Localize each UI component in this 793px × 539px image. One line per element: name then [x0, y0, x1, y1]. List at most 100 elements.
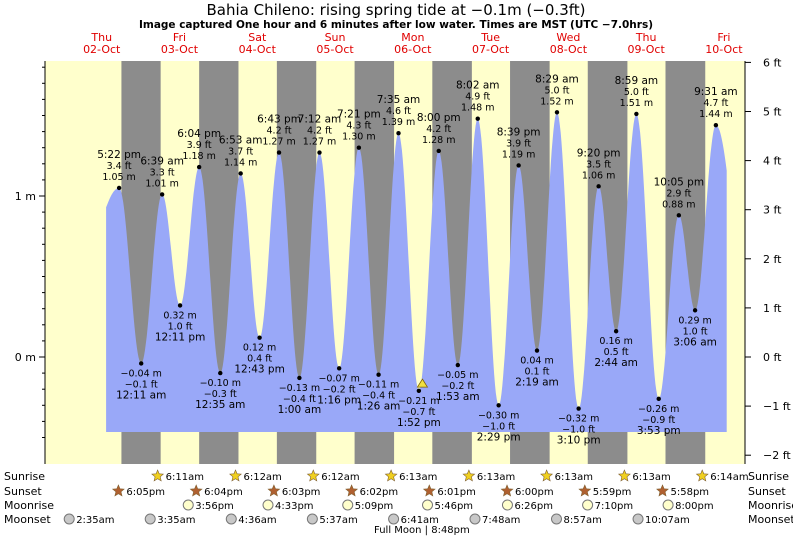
right-tick-label: 2 ft	[763, 253, 782, 266]
moonrise-time: 5:09pm	[355, 501, 394, 512]
tide-series	[106, 112, 727, 432]
extreme-time: 7:12 am	[298, 114, 342, 126]
sunrise-time: 6:13am	[477, 472, 515, 483]
extreme-ft: 4.3 ft	[346, 121, 371, 132]
low-tide-label: 0.16 m0.5 ft2:44 am	[594, 329, 638, 369]
sunrise-icon	[229, 469, 242, 482]
extreme-m: −0.05 m	[437, 370, 478, 381]
extreme-dot	[634, 111, 639, 117]
extreme-ft: −0.2 ft	[441, 381, 474, 392]
extreme-time: 9:20 pm	[577, 147, 621, 159]
low-tide-label: −0.32 m−1.0 ft3:10 pm	[557, 406, 601, 447]
extreme-ft: 4.2 ft	[426, 124, 451, 135]
high-tide-label: 7:35 am4.6 ft1.39 m	[377, 94, 421, 136]
extreme-m: 0.29 m	[678, 315, 711, 326]
extreme-time: 10:05 pm	[654, 176, 705, 188]
low-tide-label: −0.05 m−0.2 ft1:53 am	[436, 362, 480, 403]
extreme-dot	[177, 303, 183, 308]
extreme-time: 3:10 pm	[557, 435, 601, 447]
sunrise-icon	[695, 469, 709, 482]
moonset-icon	[144, 513, 156, 525]
low-tide-label: 0.04 m0.1 ft2:19 am	[515, 348, 559, 389]
day-name: Fri	[717, 31, 730, 44]
high-tide-label: 6:43 pm4.2 ft1.27 m	[257, 114, 301, 155]
extreme-ft: 5.0 ft	[544, 85, 569, 96]
day-name: Thu	[635, 31, 657, 44]
moonrise-icon	[262, 499, 274, 511]
extreme-time: 1:53 am	[436, 391, 480, 403]
right-tick-label: 1 ft	[763, 302, 782, 315]
extreme-ft: 3.9 ft	[506, 138, 531, 149]
extreme-time: 7:35 am	[377, 94, 421, 106]
moonrise-icon	[342, 499, 354, 511]
low-tide-label: 0.29 m1.0 ft3:06 am	[673, 308, 717, 348]
extreme-m: −0.13 m	[279, 383, 320, 394]
right-tick-label: 3 ft	[763, 204, 782, 217]
extreme-m: 1.06 m	[582, 170, 615, 181]
extreme-ft: 5.0 ft	[624, 87, 649, 98]
extreme-dot	[713, 122, 719, 128]
high-tide-label: 6:53 am3.7 ft1.14 m	[219, 134, 262, 176]
extreme-dot	[475, 116, 480, 121]
chart-title: Bahia Chileno: rising spring tide at −0.…	[207, 1, 586, 19]
extreme-dot	[196, 164, 202, 170]
moonrise-time: 3:56pm	[195, 501, 234, 512]
day-date: 05-Oct	[316, 43, 354, 56]
extreme-m: 1.01 m	[145, 178, 178, 189]
sunrise-row-label-right: Sunrise	[748, 470, 789, 483]
sunset-icon	[267, 484, 281, 497]
extreme-dot	[396, 131, 401, 136]
extreme-dot	[516, 163, 521, 168]
extreme-dot	[496, 403, 501, 408]
sunset-icon	[345, 484, 359, 497]
sunset-icon	[111, 484, 125, 497]
extreme-time: 1:16 pm	[317, 394, 361, 406]
moonrise-time: 6:26pm	[514, 501, 553, 512]
extreme-ft: 1.0 ft	[168, 321, 193, 332]
high-tide-label: 8:39 pm3.9 ft1.19 m	[497, 126, 541, 168]
right-tick-label: 5 ft	[763, 106, 782, 119]
sunrise-time: 6:14am	[710, 472, 748, 483]
extreme-m: 1.52 m	[540, 96, 573, 107]
extreme-dot	[376, 372, 381, 377]
extreme-m: 1.48 m	[461, 103, 494, 114]
moonrise-icon	[182, 499, 194, 511]
extreme-ft: 0.4 ft	[247, 354, 272, 365]
sunrise-icon	[306, 469, 320, 482]
sunset-time: 5:59pm	[593, 487, 632, 498]
day-date: 02-Oct	[83, 43, 121, 56]
extreme-ft: −1.0 ft	[482, 421, 515, 432]
extreme-dot	[116, 185, 122, 191]
extreme-time: 6:04 pm	[177, 128, 221, 140]
moonset-icon	[550, 513, 562, 525]
day-date: 07-Oct	[472, 43, 510, 56]
extreme-m: 1.51 m	[620, 98, 653, 109]
day-labels: Thu02-OctFri03-OctSat04-OctSun05-OctMon0…	[83, 31, 743, 56]
moonset-time: 8:57am	[563, 515, 601, 526]
high-tide-label: 5:22 pm3.4 ft1.05 m	[97, 149, 141, 191]
extreme-ft: 0.1 ft	[524, 367, 549, 378]
extreme-dot	[692, 308, 698, 313]
day-date: 09-Oct	[628, 43, 666, 56]
chart-subtitle: Image captured One hour and 6 minutes af…	[139, 19, 653, 31]
extreme-m: 1.39 m	[382, 117, 415, 128]
sunset-time: 6:02pm	[360, 487, 399, 498]
right-tick-label: −1 ft	[763, 400, 791, 413]
low-tide-label: −0.21 m−0.7 ft1:52 pm	[397, 388, 441, 429]
high-tide-label: 8:02 am4.9 ft1.48 m	[456, 80, 500, 121]
extreme-ft: −0.4 ft	[283, 394, 316, 405]
extreme-time: 8:39 pm	[497, 126, 541, 138]
day-date: 06-Oct	[394, 43, 432, 56]
extreme-m: 0.04 m	[520, 356, 553, 367]
sunrise-icon	[384, 469, 398, 482]
day-date: 04-Oct	[239, 43, 277, 56]
moonrise-icon	[662, 499, 674, 511]
extreme-time: 8:02 am	[456, 80, 500, 92]
extreme-m: 1.44 m	[699, 109, 732, 120]
high-tide-label: 7:21 pm4.3 ft1.30 m	[337, 109, 381, 150]
right-tick-label: 0 ft	[763, 351, 782, 364]
sunset-icon	[578, 484, 592, 497]
day-name: Thu	[90, 31, 112, 44]
